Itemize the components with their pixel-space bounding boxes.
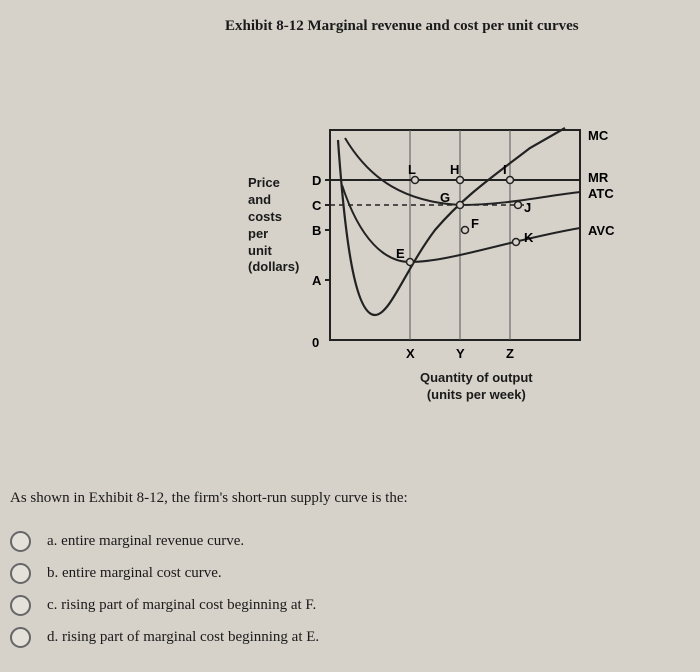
pt-g: G bbox=[440, 190, 450, 205]
x-axis-label: Quantity of output (units per week) bbox=[420, 370, 533, 404]
option-b[interactable]: b. entire marginal cost curve. bbox=[10, 563, 319, 584]
pt-f: F bbox=[471, 216, 479, 231]
exhibit-title: Exhibit 8-12 Marginal revenue and cost p… bbox=[225, 18, 579, 35]
option-text: d. rising part of marginal cost beginnin… bbox=[47, 629, 319, 646]
ytick-d: D bbox=[312, 173, 321, 188]
ytick-c: C bbox=[312, 198, 322, 213]
pt-k: K bbox=[524, 230, 534, 245]
option-text: a. entire marginal revenue curve. bbox=[47, 533, 244, 550]
option-text: b. entire marginal cost curve. bbox=[47, 565, 222, 582]
xtick-z: Z bbox=[506, 346, 514, 361]
radio-icon[interactable] bbox=[10, 563, 31, 584]
pt-h: H bbox=[450, 162, 459, 177]
option-c[interactable]: c. rising part of marginal cost beginnin… bbox=[10, 595, 319, 616]
radio-icon[interactable] bbox=[10, 627, 31, 648]
cost-curves-chart: D C B A 0 X Y Z MR MC ATC AVC L H I G J … bbox=[230, 120, 650, 400]
question-stem: As shown in Exhibit 8-12, the firm's sho… bbox=[10, 490, 408, 507]
radio-icon[interactable] bbox=[10, 595, 31, 616]
pt-l: L bbox=[408, 162, 416, 177]
origin-zero: 0 bbox=[312, 335, 319, 350]
label-mr: MR bbox=[588, 170, 609, 185]
label-avc: AVC bbox=[588, 223, 615, 238]
label-mc: MC bbox=[588, 128, 609, 143]
ytick-b: B bbox=[312, 223, 321, 238]
pt-j: J bbox=[524, 200, 531, 215]
ytick-a: A bbox=[312, 273, 322, 288]
pt-e: E bbox=[396, 246, 405, 261]
option-d[interactable]: d. rising part of marginal cost beginnin… bbox=[10, 627, 319, 648]
answer-options: a. entire marginal revenue curve. b. ent… bbox=[10, 520, 319, 659]
option-text: c. rising part of marginal cost beginnin… bbox=[47, 597, 316, 614]
radio-icon[interactable] bbox=[10, 531, 31, 552]
xtick-y: Y bbox=[456, 346, 465, 361]
pt-i: I bbox=[503, 162, 507, 177]
option-a[interactable]: a. entire marginal revenue curve. bbox=[10, 531, 319, 552]
xtick-x: X bbox=[406, 346, 415, 361]
label-atc: ATC bbox=[588, 186, 614, 201]
